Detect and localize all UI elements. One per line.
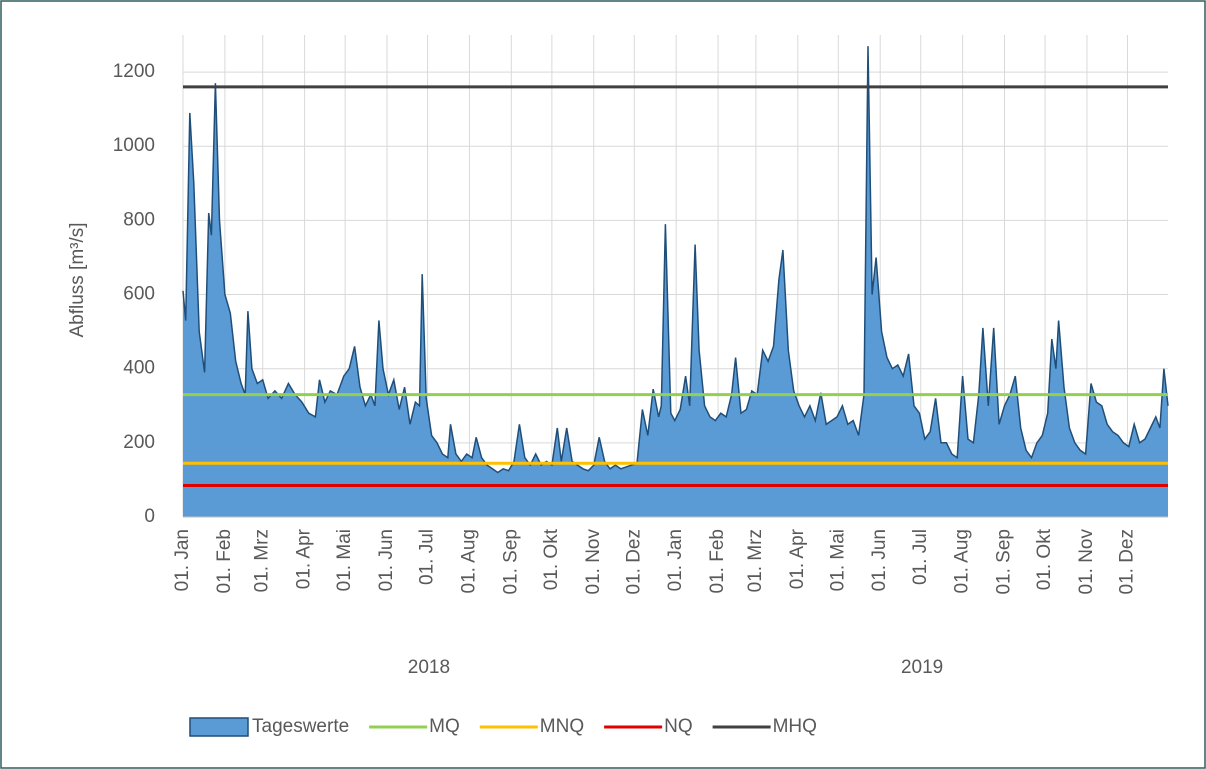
x-tick-label: 01. Jan [172, 529, 193, 591]
x-tick-label: 01. Aug [458, 529, 479, 593]
x-tick-label: 01. Feb [214, 529, 235, 593]
x-tick-label: 01. Aug [952, 529, 973, 593]
y-tick-label: 400 [123, 358, 155, 379]
x-tick-label: 01. Mrz [252, 529, 273, 592]
x-tick-label: 01. Jul [417, 529, 438, 585]
x-tick-label: 01. Mrz [745, 529, 766, 592]
legend-label: Tageswerte [252, 716, 349, 737]
x-tick-label: 01. Mai [827, 529, 848, 591]
x-tick-label: 01. Apr [294, 528, 315, 589]
x-tick-label: 01. Nov [1076, 529, 1097, 595]
x-tick-label: 01. Sep [994, 529, 1015, 595]
x-tick-label: 01. Dez [623, 529, 644, 594]
area [183, 46, 1168, 517]
y-axis-label: Abfluss [m³/s] [67, 222, 88, 337]
legend-label: NQ [664, 716, 693, 737]
y-tick-label: 800 [123, 209, 155, 230]
x-tick-label: 01. Feb [707, 529, 728, 593]
x-tick-label: 01. Apr [787, 528, 808, 589]
legend-label: MNQ [540, 716, 584, 737]
y-tick-label: 600 [123, 284, 155, 305]
x-tick-label: 01. Nov [583, 529, 604, 595]
year-label: 2019 [901, 657, 943, 678]
area-edge [182, 46, 1169, 474]
x-tick-label: 01. Dez [1116, 529, 1137, 594]
y-tick-label: 1000 [113, 135, 155, 156]
x-tick-label: 01. Jun [869, 529, 890, 591]
y-tick-label: 0 [144, 506, 155, 527]
x-tick-label: 01. Jan [665, 529, 686, 591]
year-label: 2018 [408, 657, 450, 678]
legend-label: MHQ [773, 716, 817, 737]
x-tick-label: 01. Okt [1034, 528, 1055, 590]
y-tick-label: 1200 [113, 61, 155, 82]
y-tick-label: 200 [123, 432, 155, 453]
x-tick-label: 01. Mai [334, 529, 355, 591]
x-tick-label: 01. Jun [376, 529, 397, 591]
x-tick-label: 01. Sep [500, 529, 521, 595]
x-tick-label: 01. Okt [541, 528, 562, 590]
x-tick-label: 01. Jul [910, 529, 931, 585]
legend-label: MQ [429, 716, 460, 737]
legend-swatch [189, 717, 249, 737]
